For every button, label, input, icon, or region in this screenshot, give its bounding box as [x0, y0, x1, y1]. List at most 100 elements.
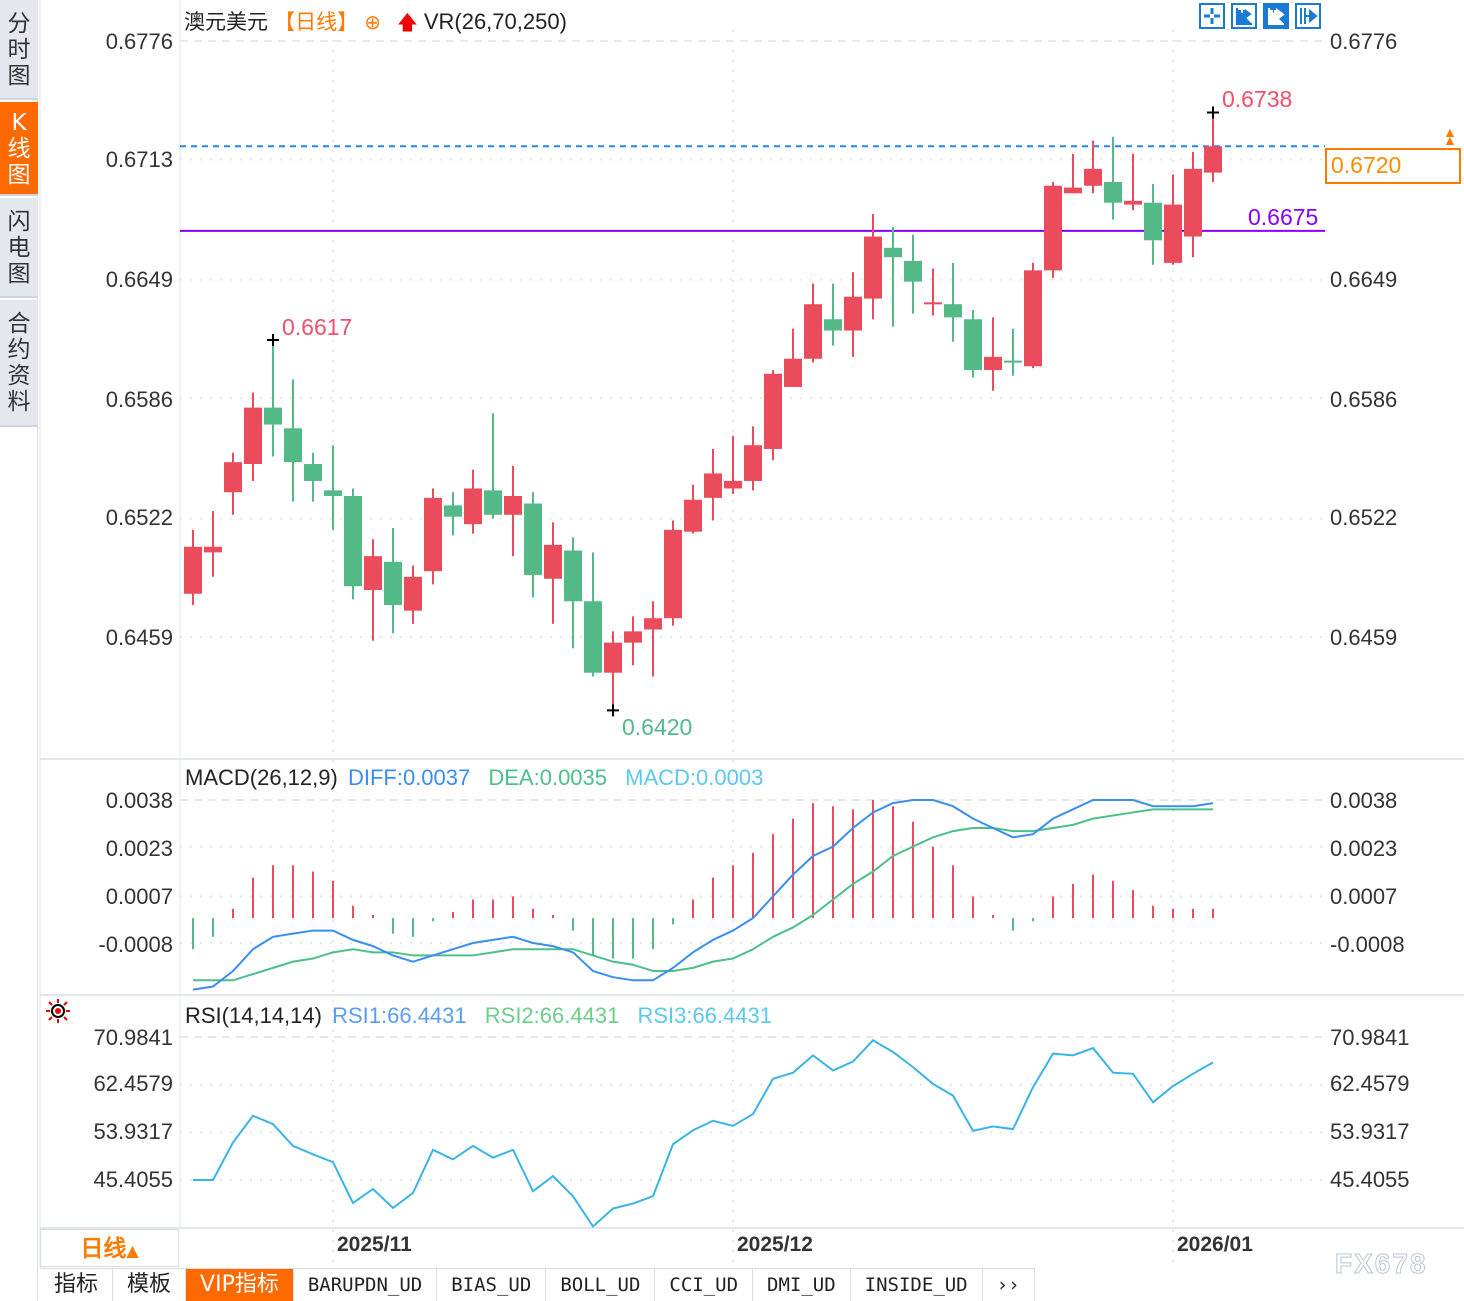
sidebar-tab-label: 分时图 [7, 11, 31, 89]
candle-body [1104, 182, 1122, 203]
x-tick-label: 2026/01 [1177, 1233, 1253, 1256]
candle-body [284, 428, 302, 463]
candle-body [884, 247, 902, 258]
candle-body [1004, 360, 1022, 363]
candle-body [444, 505, 462, 517]
chart-type-sidebar: 分时图 K线图 闪电图 合约资料 [0, 0, 38, 1300]
x-tick-label: 2025/12 [737, 1233, 813, 1256]
candle-body [304, 464, 322, 481]
sidebar-tab-kline[interactable]: K线图 [0, 102, 38, 196]
indicator-tab[interactable]: BOLL_UD [546, 1269, 656, 1301]
y-tick-left: 0.6522 [105, 505, 173, 530]
macd-y-tick-right: 0.0023 [1330, 836, 1398, 861]
period-label: 【日线】 [274, 10, 359, 34]
candle-body [844, 296, 862, 331]
indicator-label: VR(26,70,250) [423, 9, 567, 34]
macd-y-tick-right: 0.0007 [1330, 884, 1398, 909]
macd-y-tick-right: 0.0038 [1330, 788, 1398, 813]
candle-body [1144, 202, 1162, 241]
candle-body [344, 495, 362, 587]
candle-body [524, 503, 542, 575]
candle-body [924, 302, 942, 305]
indicator-tab[interactable]: INSIDE_UD [850, 1269, 983, 1301]
indicator-tab[interactable]: DMI_UD [753, 1269, 851, 1301]
candle-body [1064, 187, 1082, 194]
indicator-tab[interactable]: VIP指标 [186, 1269, 294, 1301]
candle-body [684, 499, 702, 532]
candle-body [224, 462, 242, 493]
candle-body [624, 631, 642, 643]
candle-body [784, 358, 802, 387]
macd-y-tick-left: 0.0038 [105, 788, 173, 813]
y-tick-left: 0.6713 [105, 147, 173, 172]
candle-body [264, 407, 282, 425]
chart-header: 澳元美元 【日线】 ⊕ 🡅 VR(26,70,250) [184, 6, 567, 42]
extreme-marker-icon [607, 704, 619, 717]
indicator-tab[interactable]: 模板 [113, 1269, 187, 1301]
prev-high-label: 0.6617 [282, 314, 353, 340]
candle-body [1204, 146, 1222, 173]
rsi-y-tick-left: 70.9841 [93, 1025, 173, 1050]
y-tick-right: 0.6459 [1330, 625, 1398, 650]
indicator-tab[interactable]: BARUPDN_UD [293, 1269, 438, 1301]
candle-body [724, 480, 742, 489]
candle-body [1184, 168, 1202, 237]
period-selector-label: 日线 [80, 1236, 127, 1262]
dea-value: DEA:0.0035 [488, 765, 608, 790]
indicator-tab-bar: 指标 模板 VIP指标 BARUPDN_UD BIAS_UD BOLL_UD CCI_UD D… [40, 1268, 1035, 1301]
rsi-y-tick-left: 62.4579 [93, 1071, 173, 1096]
candle-body [184, 546, 202, 594]
rsi-y-tick-right: 70.9841 [1330, 1025, 1410, 1050]
rsi-title: RSI(14,14,14) [185, 1003, 322, 1028]
sidebar-tab-label: 合约资料 [7, 311, 31, 415]
indicator-tab[interactable]: ›› [982, 1269, 1035, 1301]
watermark-logo: FX678 [1335, 1248, 1428, 1280]
zoom-range-icon[interactable] [1231, 3, 1257, 29]
macd-y-tick-right: -0.0008 [1330, 932, 1405, 957]
candle-body [464, 488, 482, 525]
diff-value: DIFF:0.0037 [347, 765, 471, 790]
jump-latest-icon[interactable] [1295, 3, 1321, 29]
settings-sun-icon[interactable] [44, 998, 74, 1029]
candle-body [424, 497, 442, 572]
candle-body [824, 319, 842, 331]
candle-body [964, 319, 982, 371]
add-indicator-icon[interactable]: ⊕ [364, 12, 382, 34]
period-selector[interactable]: 日线▲ [40, 1229, 179, 1267]
candle-body [904, 260, 922, 282]
candle-body [1124, 200, 1142, 205]
y-tick-right: 0.6586 [1330, 387, 1398, 412]
rsi1-value: RSI1:66.4431 [332, 1003, 467, 1028]
indicator-tab[interactable]: BIAS_UD [437, 1269, 547, 1301]
y-tick-left: 0.6586 [105, 387, 173, 412]
last-price-box: 0.6720 [1325, 148, 1461, 184]
extreme-marker-icon [1207, 106, 1219, 119]
candle-body [604, 642, 622, 673]
candle-body [1164, 204, 1182, 263]
y-tick-left: 0.6459 [105, 625, 173, 650]
high-price-label: 0.6738 [1222, 86, 1293, 112]
candle-body [804, 304, 822, 359]
extreme-marker-icon [267, 333, 279, 346]
sidebar-tab-flash[interactable]: 闪电图 [0, 198, 38, 298]
candle-body [564, 550, 582, 602]
candle-body [944, 304, 962, 318]
sidebar-tab-label: K线图 [7, 110, 31, 188]
rsi3-value: RSI3:66.4431 [637, 1003, 772, 1028]
y-tick-right: 0.6649 [1330, 267, 1398, 292]
candle-body [984, 356, 1002, 371]
indicator-tab[interactable]: 指标 [40, 1269, 114, 1301]
y-tick-left: 0.6649 [105, 267, 173, 292]
crosshair-icon[interactable] [1199, 3, 1225, 29]
sidebar-tab-label: 闪电图 [7, 209, 31, 287]
candle-body [1024, 270, 1042, 367]
play-forward-icon[interactable] [1263, 3, 1289, 29]
sidebar-tab-contract-info[interactable]: 合约资料 [0, 300, 38, 427]
indicator-tab[interactable]: CCI_UD [655, 1269, 754, 1301]
scroll-up-icon[interactable]: ▲ ▲ [1443, 124, 1457, 148]
low-price-label: 0.6420 [622, 714, 693, 740]
rsi-header: RSI(14,14,14) RSI1:66.4431 RSI2:66.4431 … [185, 1003, 772, 1029]
sidebar-tab-intraday[interactable]: 分时图 [0, 0, 38, 100]
indicator-switch-arrow-icon[interactable]: 🡅 [397, 12, 418, 34]
